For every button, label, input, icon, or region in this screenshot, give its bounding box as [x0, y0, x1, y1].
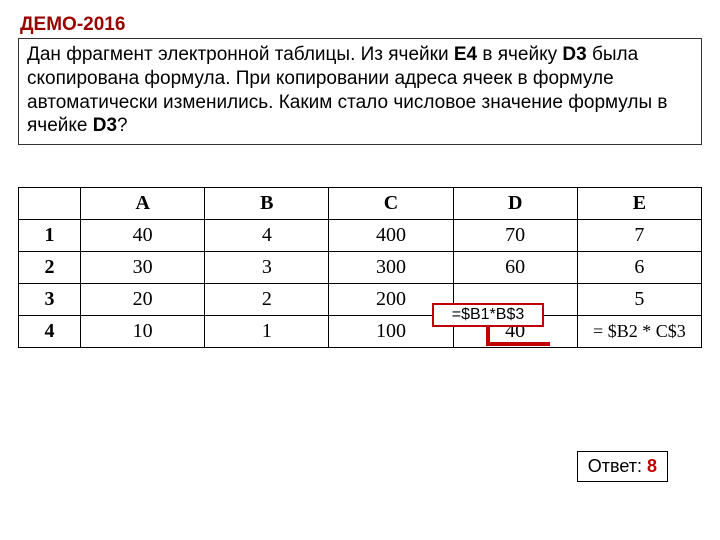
cell: 10 [81, 316, 205, 348]
cell: 20 [81, 284, 205, 316]
formula-text: = $B2 * C$3 [593, 321, 686, 341]
cell: 7 [577, 220, 701, 252]
prompt-text: в ячейку [477, 44, 562, 65]
prompt-text: ? [117, 115, 128, 136]
cell: 6 [577, 252, 701, 284]
problem-statement: Дан фрагмент электронной таблицы. Из яче… [18, 38, 702, 145]
table-row: 1 40 4 400 70 7 [19, 220, 702, 252]
col-header: D [453, 188, 577, 220]
answer-value: 8 [647, 456, 657, 476]
cell: 400 [329, 220, 453, 252]
table-header-row: A B C D E [19, 188, 702, 220]
answer-box: Ответ: 8 [577, 451, 668, 482]
row-header: 2 [19, 252, 81, 284]
cell: 300 [329, 252, 453, 284]
cell: 1 [205, 316, 329, 348]
cell: 2 [205, 284, 329, 316]
col-header: C [329, 188, 453, 220]
d3-formula-callout: =$B1*B$3 [432, 303, 544, 327]
cell: 30 [81, 252, 205, 284]
prompt-text: Дан фрагмент электронной таблицы. Из яче… [27, 44, 454, 65]
col-header: A [81, 188, 205, 220]
cell-ref-d3: D3 [562, 44, 586, 65]
cell: 5 [577, 284, 701, 316]
cell: 60 [453, 252, 577, 284]
cell-ref-d3: D3 [93, 115, 117, 136]
table-row: 2 30 3 300 60 6 [19, 252, 702, 284]
spreadsheet-table: A B C D E 1 40 4 400 70 7 2 30 3 300 60 … [18, 187, 702, 348]
corner-cell [19, 188, 81, 220]
cell-ref-e4: E4 [454, 44, 477, 65]
table-row: 3 20 2 200 5 [19, 284, 702, 316]
row-header: 3 [19, 284, 81, 316]
page-title: ДЕМО-2016 [20, 14, 702, 36]
cell: 4 [205, 220, 329, 252]
cell: 3 [205, 252, 329, 284]
row-header: 1 [19, 220, 81, 252]
col-header: B [205, 188, 329, 220]
cell-e4-formula: = $B2 * C$3 [577, 316, 701, 348]
cell: 70 [453, 220, 577, 252]
col-header: E [577, 188, 701, 220]
answer-label: Ответ: [588, 456, 647, 476]
cell: 40 [81, 220, 205, 252]
row-header: 4 [19, 316, 81, 348]
table-row: 4 10 1 100 40 = $B2 * C$3 [19, 316, 702, 348]
